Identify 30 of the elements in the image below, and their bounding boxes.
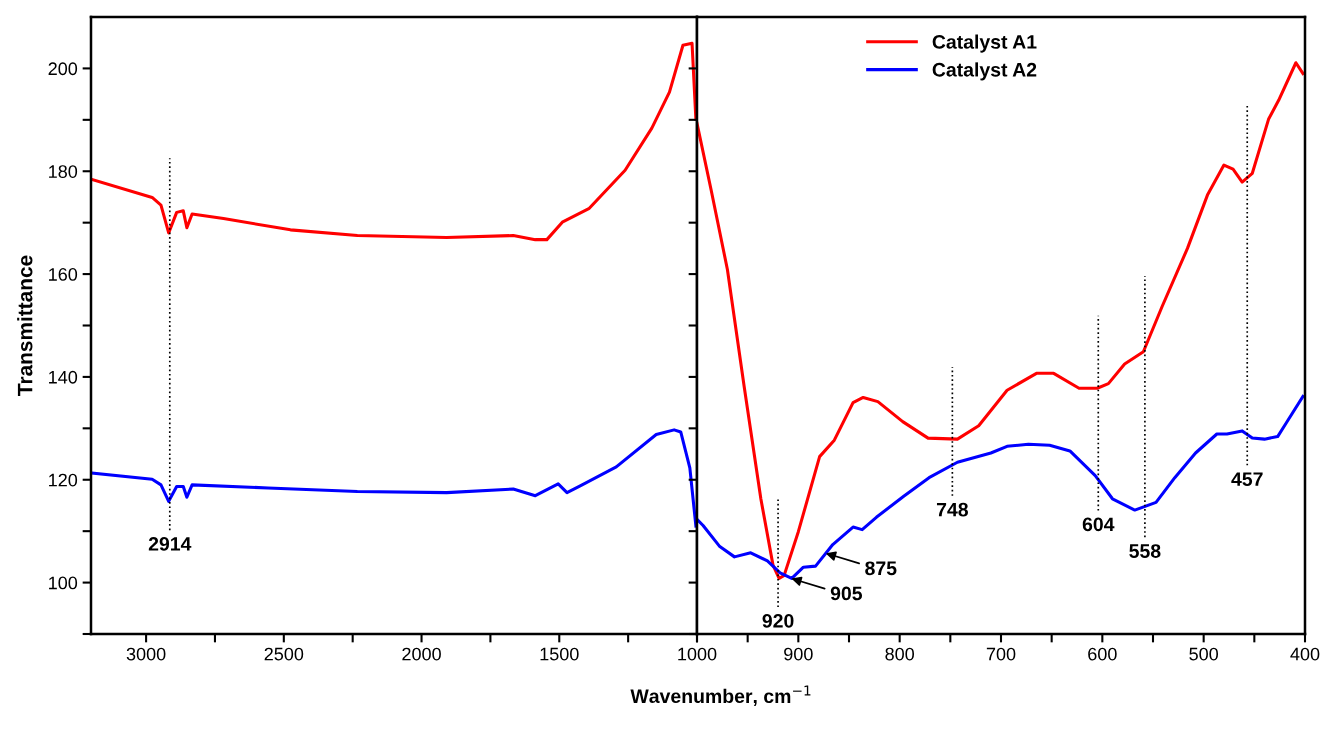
y-tick-label: 160: [49, 268, 78, 281]
x-tick-label: 400: [1290, 647, 1320, 661]
ref-line-label: 748: [936, 502, 968, 517]
x-tick-label: 1000: [678, 647, 717, 661]
x-axis-title: Wavenumber, cm$^{−1}$: [630, 685, 811, 706]
x-tick-label: 600: [1088, 647, 1117, 661]
ref-line-label: 2914: [148, 537, 192, 551]
legend-label: Catalyst A1: [932, 34, 1037, 53]
y-tick-label: 200: [48, 62, 78, 76]
annotation: 905: [830, 586, 863, 601]
y-tick-label: 140: [49, 370, 78, 384]
x-tick-label: 500: [1189, 647, 1219, 661]
y-tick-label: 180: [49, 165, 78, 178]
legend-label: Catalyst A2: [932, 62, 1037, 81]
x-tick-label: 2000: [402, 647, 441, 661]
ref-line-label: 457: [1231, 472, 1263, 486]
x-tick-label: 800: [885, 647, 915, 661]
x-tick-label: 2500: [264, 647, 304, 661]
x-tick-label: 700: [986, 647, 1016, 661]
x-tick-label: 900: [784, 647, 813, 661]
y-axis-title: Transmittance: [17, 255, 33, 396]
y-tick-label: 100: [49, 576, 78, 590]
y-tick-label: 120: [49, 473, 78, 487]
x-tick-label: 1500: [540, 647, 579, 661]
x-tick-label: 3000: [126, 647, 166, 661]
ref-line-label: 604: [1082, 517, 1115, 532]
ref-line-label: 920: [762, 613, 794, 628]
ref-line-label: 558: [1129, 544, 1161, 558]
line-series: [91, 428, 697, 528]
annotation: 875: [865, 561, 897, 576]
